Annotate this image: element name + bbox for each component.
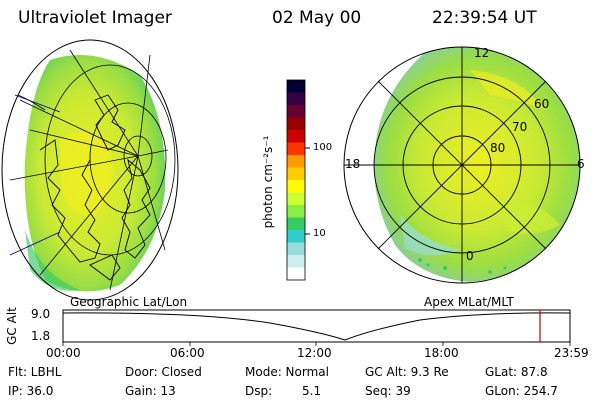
lat-label-70: 70	[512, 120, 528, 134]
right-map-label: Apex MLat/MLT	[424, 295, 514, 309]
colorbar-unit-label: photon cm⁻²s⁻¹	[261, 135, 275, 229]
geographic-map	[1, 39, 179, 301]
altitude-curve	[62, 312, 571, 341]
colorbar-segment	[287, 130, 305, 143]
colorbar-segment	[287, 255, 305, 268]
mlt-label-18: 18	[345, 157, 361, 171]
colorbar-segment	[287, 230, 305, 243]
colorbar-segment	[287, 242, 305, 256]
mlt-label-0: 0	[466, 249, 474, 263]
glon-info: GLon: 254.7	[485, 384, 558, 398]
sequence-info: Seq: 39	[365, 384, 411, 398]
observation-time: 22:39:54 UT	[432, 8, 537, 28]
dsp-label: Dsp:	[245, 384, 273, 398]
mlt-label-12: 12	[474, 46, 490, 60]
left-map-label: Geographic Lat/Lon	[70, 295, 188, 309]
magnetic-polar-map	[343, 46, 581, 284]
colorbar-segment	[287, 142, 305, 156]
gain-info: Gain: 13	[125, 384, 176, 398]
colorbar-segment	[287, 217, 305, 231]
colorbar-segment	[287, 167, 305, 181]
dsp-value: 5.1	[302, 384, 322, 398]
colorbar-segment	[287, 92, 305, 106]
colorbar-segment	[287, 267, 305, 281]
altitude-xtick-1200: 12:00	[297, 346, 332, 360]
gc-alt-info: GC Alt: 9.3 Re	[365, 365, 449, 379]
colorbar-tick-10: 10	[313, 228, 326, 239]
colorbar-segment	[287, 105, 305, 118]
colorbar-segment	[287, 80, 305, 93]
lat-label-80: 80	[490, 141, 506, 155]
colorbar-segment	[287, 205, 305, 218]
colorbar-segment	[287, 155, 305, 168]
observation-date: 02 May 00	[272, 8, 362, 28]
altitude-xtick-2359: 23:59	[554, 346, 589, 360]
lat-label-60: 60	[534, 97, 550, 111]
filter-info: Flt: LBHL	[8, 365, 62, 379]
altitude-ytick-low: 1.8	[31, 329, 51, 343]
mlt-label-6: 6	[577, 157, 585, 171]
door-info: Door: Closed	[125, 365, 202, 379]
colorbar	[286, 79, 310, 281]
colorbar-segment	[287, 180, 305, 193]
colorbar-segment	[287, 192, 305, 206]
altitude-ytick-high: 9.0	[31, 307, 51, 321]
colorbar-tick-100: 100	[313, 142, 333, 153]
altitude-plot	[62, 309, 571, 346]
altitude-xtick-0600: 06:00	[170, 346, 205, 360]
altitude-xtick-0000: 00:00	[46, 346, 81, 360]
altitude-ylabel: GC Alt	[5, 307, 19, 345]
glat-info: GLat: 87.8	[485, 365, 548, 379]
mode-info: Mode: Normal	[245, 365, 329, 379]
colorbar-segment	[287, 117, 305, 131]
ip-info: IP: 36.0	[8, 384, 54, 398]
instrument-title: Ultraviolet Imager	[18, 8, 172, 28]
altitude-xtick-1800: 18:00	[424, 346, 459, 360]
